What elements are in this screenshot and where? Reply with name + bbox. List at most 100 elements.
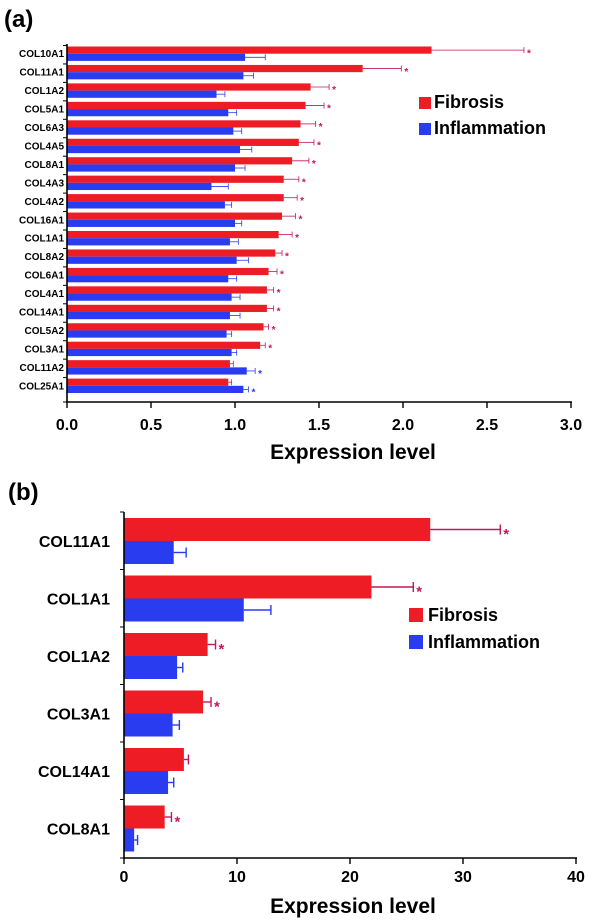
bar-a-fibrosis-col4a1 — [67, 286, 267, 294]
bar-a-inflammation-col16a1 — [67, 219, 235, 227]
panel-label-a: (a) — [4, 6, 33, 33]
category-label-a-col6a1: COL6A1 — [25, 271, 65, 282]
significance-star-a-fibrosis-col14a1: * — [277, 307, 281, 318]
significance-star-b-fibrosis-col1a1: * — [416, 583, 422, 600]
category-label-a-col1a1: COL1A1 — [25, 234, 65, 245]
category-label-a-col5a1: COL5A1 — [25, 105, 65, 116]
x-tick-label-a-6: 3.0 — [560, 417, 582, 434]
significance-star-b-fibrosis-col3a1: * — [214, 698, 220, 715]
legend-label-fibrosis-a: Fibrosis — [434, 92, 504, 112]
bar-a-fibrosis-col11a2 — [67, 360, 230, 368]
bar-a-inflammation-col6a1 — [67, 275, 229, 283]
bar-b-inflammation-col14a1 — [124, 771, 169, 794]
x-tick-label-a-2: 1.0 — [224, 417, 246, 434]
bar-b-fibrosis-col11a1 — [124, 518, 431, 541]
significance-star-a-fibrosis-col5a2: * — [272, 325, 276, 336]
bar-a-inflammation-col8a2 — [67, 256, 237, 264]
bar-a-inflammation-col4a3 — [67, 182, 212, 191]
significance-star-a-fibrosis-col4a5: * — [317, 141, 321, 152]
bar-a-fibrosis-col6a1 — [67, 267, 269, 276]
bar-a-fibrosis-col5a1 — [67, 101, 306, 110]
bar-b-inflammation-col11a1 — [124, 541, 174, 564]
significance-star-a-fibrosis-col8a2: * — [285, 251, 289, 262]
significance-star-b-fibrosis-col1a2: * — [219, 641, 225, 658]
x-tick-label-a-0: 0.0 — [56, 417, 78, 434]
bar-a-inflammation-col4a1 — [67, 293, 232, 301]
significance-star-b-fibrosis-col8a1: * — [174, 813, 180, 830]
bar-a-fibrosis-col4a2 — [67, 194, 284, 202]
bar-a-fibrosis-col3a1 — [67, 341, 261, 349]
bar-b-fibrosis-col14a1 — [124, 748, 184, 771]
x-tick-label-b-2: 20 — [341, 869, 359, 886]
category-label-b-col1a1: COL1A1 — [47, 592, 110, 609]
category-label-b-col14a1: COL14A1 — [38, 764, 110, 781]
bar-b-inflammation-col8a1 — [124, 828, 135, 852]
category-label-b-col8a1: COL8A1 — [47, 822, 110, 839]
bar-a-fibrosis-col10a1 — [67, 46, 432, 54]
x-tick-label-a-1: 0.5 — [140, 417, 162, 434]
significance-star-a-fibrosis-col5a1: * — [327, 104, 331, 115]
category-label-a-col5a2: COL5A2 — [25, 326, 65, 337]
x-tick-label-b-0: 0 — [120, 869, 129, 886]
bar-a-inflammation-col5a1 — [67, 109, 229, 117]
significance-star-a-inflammation-col25a1: * — [251, 388, 255, 399]
bar-a-inflammation-col10a1 — [67, 53, 246, 61]
bar-a-fibrosis-col4a5 — [67, 138, 299, 146]
x-tick-label-b-1: 10 — [228, 869, 246, 886]
legend-swatch-fibrosis-b — [409, 608, 423, 622]
bar-b-inflammation-col1a1 — [124, 598, 244, 622]
bar-a-inflammation-col11a1 — [67, 72, 244, 80]
bar-b-fibrosis-col1a2 — [124, 633, 208, 656]
legend-swatch-inflammation-b — [409, 635, 423, 649]
bar-a-inflammation-col25a1 — [67, 385, 244, 393]
bar-a-inflammation-col11a2 — [67, 367, 247, 375]
bar-a-inflammation-col4a2 — [67, 201, 225, 209]
significance-star-a-inflammation-col11a2: * — [258, 369, 262, 380]
significance-star-a-fibrosis-col6a3: * — [319, 122, 323, 133]
x-tick-label-a-3: 1.5 — [308, 417, 330, 434]
bar-b-fibrosis-col1a1 — [124, 575, 372, 599]
significance-star-a-fibrosis-col3a1: * — [268, 344, 272, 355]
category-label-b-col3a1: COL3A1 — [47, 707, 110, 724]
bar-a-fibrosis-col25a1 — [67, 378, 229, 386]
legend-label-inflammation-a: Inflammation — [434, 118, 546, 138]
category-label-a-col16a1: COL16A1 — [19, 215, 64, 226]
bar-a-inflammation-col5a2 — [67, 330, 227, 338]
significance-star-a-fibrosis-col4a2: * — [300, 196, 304, 207]
category-label-a-col11a1: COL11A1 — [20, 68, 65, 79]
x-axis-label-a: Expression level — [270, 441, 436, 464]
bar-a-inflammation-col1a1 — [67, 238, 230, 246]
bar-a-inflammation-col8a1 — [67, 164, 235, 172]
category-label-a-col4a1: COL4A1 — [25, 289, 65, 300]
x-tick-label-b-4: 40 — [567, 869, 585, 886]
category-label-a-col4a5: COL4A5 — [25, 141, 65, 152]
category-label-a-col25a1: COL25A1 — [19, 381, 64, 392]
bar-a-fibrosis-col14a1 — [67, 304, 267, 312]
category-label-a-col6a3: COL6A3 — [25, 123, 65, 134]
significance-star-a-fibrosis-col11a1: * — [404, 67, 408, 78]
category-label-a-col14a1: COL14A1 — [19, 308, 64, 319]
bar-a-fibrosis-col1a2 — [67, 83, 311, 91]
significance-star-a-fibrosis-col4a1: * — [277, 288, 281, 299]
bar-b-fibrosis-col8a1 — [124, 805, 165, 829]
bar-a-inflammation-col14a1 — [67, 312, 230, 320]
category-label-a-col8a1: COL8A1 — [25, 160, 65, 171]
bar-a-inflammation-col6a3 — [67, 127, 234, 135]
bar-a-fibrosis-col6a3 — [67, 120, 301, 128]
category-label-b-col11a1: COL11A1 — [39, 534, 110, 551]
bar-a-fibrosis-col8a2 — [67, 249, 276, 257]
category-label-a-col8a2: COL8A2 — [25, 252, 65, 263]
significance-star-a-fibrosis-col8a1: * — [312, 159, 316, 170]
legend-swatch-inflammation-a — [419, 123, 431, 135]
x-tick-label-a-4: 2.0 — [392, 417, 414, 434]
significance-star-a-fibrosis-col6a1: * — [280, 270, 284, 281]
significance-star-a-fibrosis-col4a3: * — [302, 177, 306, 188]
legend-label-fibrosis-b: Fibrosis — [428, 605, 498, 625]
bar-b-fibrosis-col3a1 — [124, 690, 204, 714]
significance-star-a-fibrosis-col16a1: * — [298, 214, 302, 225]
bar-a-fibrosis-col16a1 — [67, 212, 283, 220]
category-label-a-col11a2: COL11A2 — [20, 363, 65, 374]
category-label-a-col4a2: COL4A2 — [25, 197, 65, 208]
x-tick-label-b-3: 30 — [454, 869, 472, 886]
bar-a-inflammation-col3a1 — [67, 348, 232, 357]
